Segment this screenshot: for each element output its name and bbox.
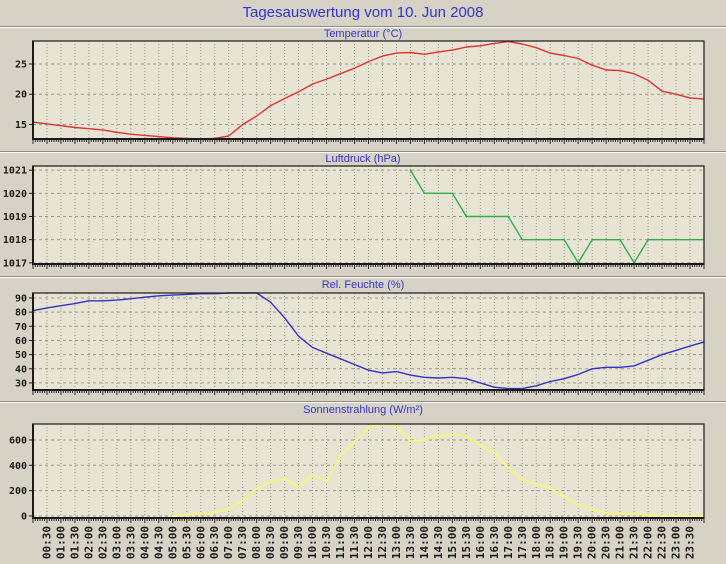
pressure-chart-title: Luftdruck (hPa) xyxy=(325,153,401,165)
x-tick-label: 23:30 xyxy=(684,526,697,559)
temperature-chart: 15 20 25 xyxy=(15,40,705,144)
x-tick-label: 03:00 xyxy=(110,526,123,559)
divider xyxy=(0,151,726,153)
x-tick-label: 15:30 xyxy=(460,526,473,559)
x-tick-label: 09:30 xyxy=(292,526,305,559)
x-tick-label: 04:00 xyxy=(138,526,151,559)
x-tick-label: 12:30 xyxy=(376,526,389,559)
x-tick-label: 17:30 xyxy=(516,526,529,559)
divider xyxy=(0,276,726,278)
x-tick-label: 14:00 xyxy=(418,526,431,559)
y-tick-label: 1020 xyxy=(3,189,27,200)
y-tick-label: 0 xyxy=(21,511,27,522)
radiation-chart: 0 200 400 600 00:30 01:00 01:30 02:00 02:30 03:00… xyxy=(9,423,705,559)
x-tick-label: 12:00 xyxy=(362,526,375,559)
x-tick-label: 21:30 xyxy=(628,526,641,559)
x-tick-label: 06:30 xyxy=(208,526,221,559)
temperature-chart-title: Temperatur (°C) xyxy=(323,28,403,40)
x-tick-label: 05:30 xyxy=(180,526,193,559)
y-tick-label: 400 xyxy=(9,461,27,472)
x-tick-label: 19:00 xyxy=(558,526,571,559)
y-tick-label: 1019 xyxy=(3,212,27,223)
plot-area xyxy=(33,424,704,518)
page-title: Tagesauswertung vom 10. Jun 2008 xyxy=(242,4,484,21)
x-tick-label: 02:30 xyxy=(96,526,109,559)
y-tick-label: 30 xyxy=(15,378,27,389)
x-tick-label: 10:00 xyxy=(306,526,319,559)
series-line xyxy=(32,40,705,140)
x-tick-label: 22:00 xyxy=(642,526,655,559)
x-tick-label: 10:30 xyxy=(320,526,333,559)
x-tick-label: 20:30 xyxy=(600,526,613,559)
x-tick-label: 13:00 xyxy=(390,526,403,559)
x-tick-label: 02:00 xyxy=(82,526,95,559)
x-tick-label: 08:30 xyxy=(264,526,277,559)
y-tick-label: 20 xyxy=(15,90,27,101)
y-tick-label: 1017 xyxy=(3,258,27,269)
y-tick-label: 1018 xyxy=(3,235,27,246)
x-tick-label: 03:30 xyxy=(124,526,137,559)
x-tick-label: 08:00 xyxy=(250,526,263,559)
y-tick-label: 60 xyxy=(15,336,27,347)
x-tick-label: 04:30 xyxy=(152,526,165,559)
x-tick-label: 07:30 xyxy=(236,526,249,559)
x-tick-label: 05:00 xyxy=(166,526,179,559)
x-tick-label: 21:00 xyxy=(614,526,627,559)
x-tick-label: 18:00 xyxy=(530,526,543,559)
x-tick-label: 07:00 xyxy=(222,526,235,559)
y-tick-label: 80 xyxy=(15,308,27,319)
x-tick-label: 01:00 xyxy=(54,526,67,559)
y-tick-label: 1021 xyxy=(3,166,27,177)
x-tick-label: 14:30 xyxy=(432,526,445,559)
x-tick-label: 11:00 xyxy=(334,526,347,559)
divider xyxy=(0,401,726,403)
series-line xyxy=(171,423,705,517)
y-tick-label: 25 xyxy=(15,59,27,70)
y-tick-label: 40 xyxy=(15,364,27,375)
x-tick-label: 06:00 xyxy=(194,526,207,559)
series-line xyxy=(409,169,705,264)
y-tick-label: 90 xyxy=(15,293,27,304)
x-tick-label: 13:30 xyxy=(404,526,417,559)
y-tick-label: 70 xyxy=(15,322,27,333)
pressure-chart: 1017 1018 1019 1020 1021 xyxy=(3,165,705,269)
humidity-chart-title: Rel. Feuchte (%) xyxy=(321,279,405,291)
x-tick-label: 15:00 xyxy=(446,526,459,559)
x-tick-label: 16:00 xyxy=(474,526,487,559)
x-tick-label: 16:30 xyxy=(488,526,501,559)
x-tick-label: 17:00 xyxy=(502,526,515,559)
y-tick-label: 600 xyxy=(9,435,27,446)
x-tick-label: 11:30 xyxy=(348,526,361,559)
x-tick-label: 22:30 xyxy=(656,526,669,559)
x-tick-label: 01:30 xyxy=(68,526,81,559)
x-tick-label: 20:00 xyxy=(586,526,599,559)
x-tick-label: 19:30 xyxy=(572,526,585,559)
divider xyxy=(0,26,726,28)
series-line xyxy=(32,292,705,390)
x-tick-label: 18:30 xyxy=(544,526,557,559)
humidity-chart: 30 40 50 60 70 80 90 xyxy=(15,292,705,395)
y-tick-label: 15 xyxy=(15,120,27,131)
y-tick-label: 200 xyxy=(9,486,27,497)
x-tick-label: 00:30 xyxy=(40,526,53,559)
y-tick-label: 50 xyxy=(15,350,27,361)
x-tick-label: 09:00 xyxy=(278,526,291,559)
x-tick-label: 23:00 xyxy=(670,526,683,559)
radiation-chart-title: Sonnenstrahlung (W/m²) xyxy=(303,404,423,416)
